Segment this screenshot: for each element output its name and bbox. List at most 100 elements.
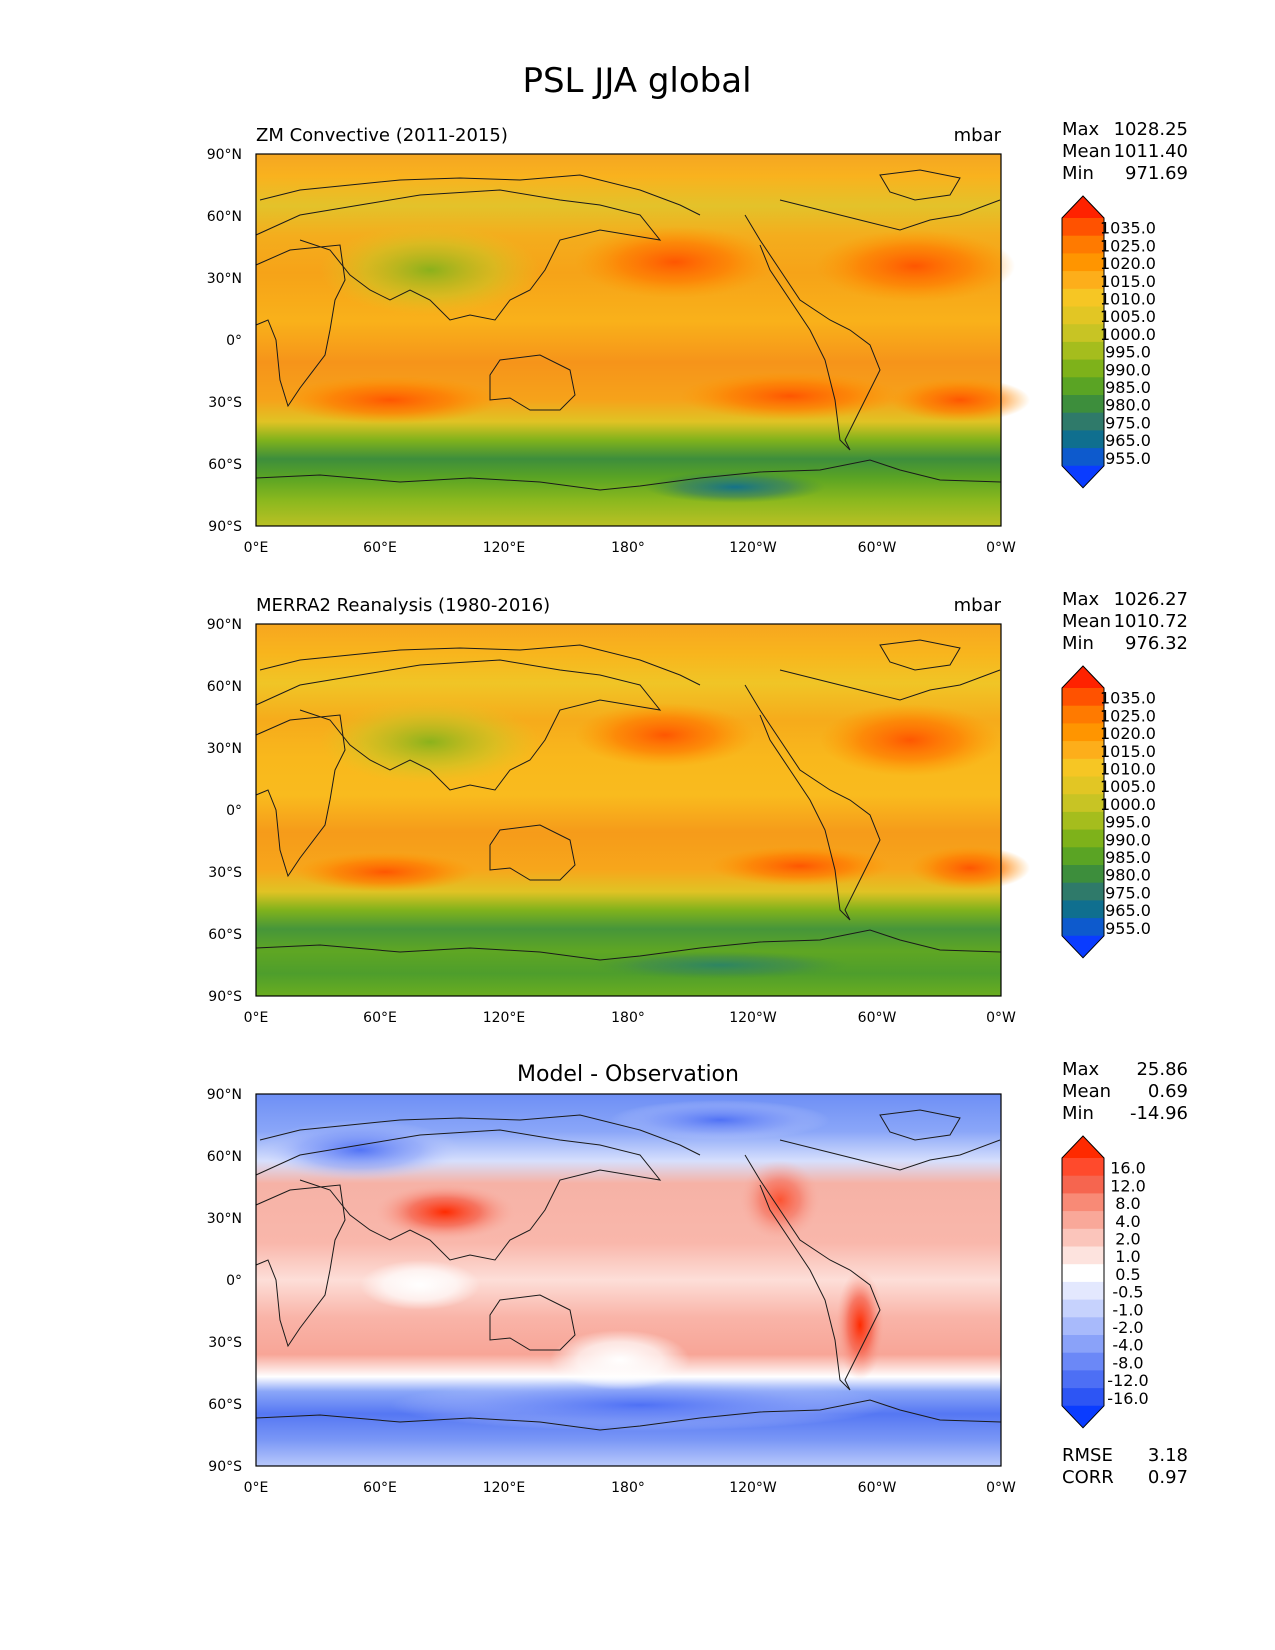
colorbar-tick-label: -0.5 xyxy=(1112,1283,1143,1302)
colorbar-swatch xyxy=(1062,1388,1104,1407)
map-frame-difference xyxy=(255,1093,1002,1467)
map-difference xyxy=(255,1093,1002,1467)
colorbar-tick-label: 965.0 xyxy=(1105,901,1151,920)
colorbar-swatch xyxy=(1062,1299,1104,1318)
colorbar-extend-min xyxy=(1062,465,1104,488)
colorbar-tick-label: 990.0 xyxy=(1105,830,1151,849)
colorbar-tick-label: 990.0 xyxy=(1105,360,1151,379)
colorbar-difference: 16.012.08.04.02.01.00.5-0.5-1.0-2.0-4.0-… xyxy=(1061,1135,1149,1429)
high-south-pacific xyxy=(680,372,900,420)
coastlines-observation xyxy=(255,639,1002,961)
ytick-difference-4: 30°S xyxy=(208,1335,242,1351)
diff-negative-north-pacific xyxy=(610,1100,830,1140)
panel-units-observation: mbar xyxy=(954,595,1002,616)
xtick-observation-2: 120°E xyxy=(483,1010,526,1026)
colorbar-tick-label: 980.0 xyxy=(1105,866,1151,885)
colorbar-tick-label: 1020.0 xyxy=(1100,724,1156,743)
xtick-difference-3: 180° xyxy=(611,1480,645,1496)
colorbar-swatch xyxy=(1062,918,1104,937)
colorbar-extend-min xyxy=(1062,1405,1104,1428)
colorbar-swatch xyxy=(1062,758,1104,778)
colorbar-outline xyxy=(1061,665,1105,959)
ytick-difference-5: 60°S xyxy=(208,1397,242,1413)
ytick-difference-0: 90°N xyxy=(207,1087,242,1103)
map-frame-model xyxy=(255,153,1002,527)
colorbar-tick-label: -12.0 xyxy=(1107,1371,1148,1390)
colorbar-swatch xyxy=(1062,306,1104,325)
stats-model: Max 1028.25 Mean 1011.40 Min 971.69 xyxy=(1062,119,1188,184)
stat-label-min-model: Min xyxy=(1062,163,1094,184)
stat-label-max-model: Max xyxy=(1062,119,1100,140)
ytick-model-0: 90°N xyxy=(207,147,242,163)
diff-negative-siberia xyxy=(260,1120,460,1180)
colorbar-model: 1035.01025.01020.01015.01010.01005.01000… xyxy=(1061,195,1156,489)
colorbar-tick-label: 1000.0 xyxy=(1100,325,1156,344)
colorbar-tick-label: 1010.0 xyxy=(1100,760,1156,779)
ytick-difference-3: 0° xyxy=(226,1273,242,1289)
ytick-model-5: 60°S xyxy=(208,457,242,473)
stat-value-max-observation: 1026.27 xyxy=(1114,589,1188,610)
ytick-observation-2: 30°N xyxy=(207,741,242,757)
ytick-observation-6: 90°S xyxy=(208,989,242,1005)
colorbar-swatch xyxy=(1062,1352,1104,1371)
ytick-model-3: 0° xyxy=(226,333,242,349)
colorbar-tick-label: 1005.0 xyxy=(1100,777,1156,796)
stat-label-max-difference: Max xyxy=(1062,1059,1100,1080)
xtick-difference-4: 120°W xyxy=(729,1480,777,1496)
low-asia xyxy=(320,225,540,315)
stat-label-min-difference: Min xyxy=(1062,1103,1094,1124)
xtick-model-4: 120°W xyxy=(729,540,777,556)
chart-title: PSL JJA global xyxy=(522,61,751,101)
map-model xyxy=(255,153,1030,527)
stat-label-max-observation: Max xyxy=(1062,589,1100,610)
xtick-model-2: 120°E xyxy=(483,540,526,556)
obs-low-antarctic xyxy=(590,951,850,979)
ytick-model-2: 30°N xyxy=(207,271,242,287)
colorbar-extend-max xyxy=(1062,666,1104,688)
colorbar-swatch xyxy=(1062,430,1104,449)
colorbar-swatch xyxy=(1062,1317,1104,1336)
obs-high-north-pacific xyxy=(575,703,755,767)
ytick-observation-0: 90°N xyxy=(207,617,242,633)
colorbar-swatch xyxy=(1062,359,1104,378)
colorbar-swatch xyxy=(1062,377,1104,396)
colorbar-tick-label: 0.5 xyxy=(1115,1265,1140,1284)
colorbar-tick-label: 965.0 xyxy=(1105,431,1151,450)
diff-positive-tibet xyxy=(375,1184,515,1240)
panel-observation: MERRA2 Reanalysis (1980-2016) mbar xyxy=(207,589,1188,1026)
colorbar-swatch xyxy=(1062,1175,1104,1194)
stat-label-corr: CORR xyxy=(1062,1467,1114,1488)
stats-difference: Max 25.86 Mean 0.69 Min -14.96 RMSE 3.18… xyxy=(1062,1059,1188,1488)
colorbar-tick-label: 4.0 xyxy=(1115,1212,1140,1231)
colorbar-swatch xyxy=(1062,1264,1104,1283)
colorbar-swatch xyxy=(1062,741,1104,760)
xtick-difference-0: 0°E xyxy=(244,1480,269,1496)
stat-label-rmse: RMSE xyxy=(1062,1445,1113,1466)
ytick-difference-6: 90°S xyxy=(208,1459,242,1475)
ytick-difference-2: 30°N xyxy=(207,1211,242,1227)
colorbar-tick-label: 975.0 xyxy=(1105,883,1151,902)
colorbar-swatch xyxy=(1062,847,1104,866)
xtick-difference-5: 60°W xyxy=(858,1480,897,1496)
colorbar-extend-max xyxy=(1062,196,1104,218)
colorbar-swatch xyxy=(1062,1158,1104,1177)
colorbar-swatch xyxy=(1062,865,1104,884)
colorbar-tick-label: 1005.0 xyxy=(1100,307,1156,326)
stat-value-min-difference: -14.96 xyxy=(1130,1103,1188,1124)
colorbar-tick-label: -1.0 xyxy=(1112,1300,1143,1319)
xtick-difference-1: 60°E xyxy=(363,1480,397,1496)
colorbar-tick-label: 1010.0 xyxy=(1100,290,1156,309)
diff-positive-andes xyxy=(836,1270,884,1380)
colorbar-swatch xyxy=(1062,723,1104,742)
colorbar-swatch xyxy=(1062,341,1104,361)
colorbar-swatch xyxy=(1062,412,1104,431)
colorbar-swatch xyxy=(1062,324,1104,343)
obs-high-south-pacific xyxy=(710,846,890,886)
colorbar-tick-label: 1015.0 xyxy=(1100,742,1156,761)
colorbar-tick-label: 1000.0 xyxy=(1100,795,1156,814)
colorbar-tick-label: -4.0 xyxy=(1112,1336,1143,1355)
colorbar-swatch xyxy=(1062,288,1104,308)
panel-model: ZM Convective (2011-2015) mbar xyxy=(207,119,1188,556)
colorbar-swatch xyxy=(1062,1335,1104,1354)
high-south-indian xyxy=(280,376,500,424)
